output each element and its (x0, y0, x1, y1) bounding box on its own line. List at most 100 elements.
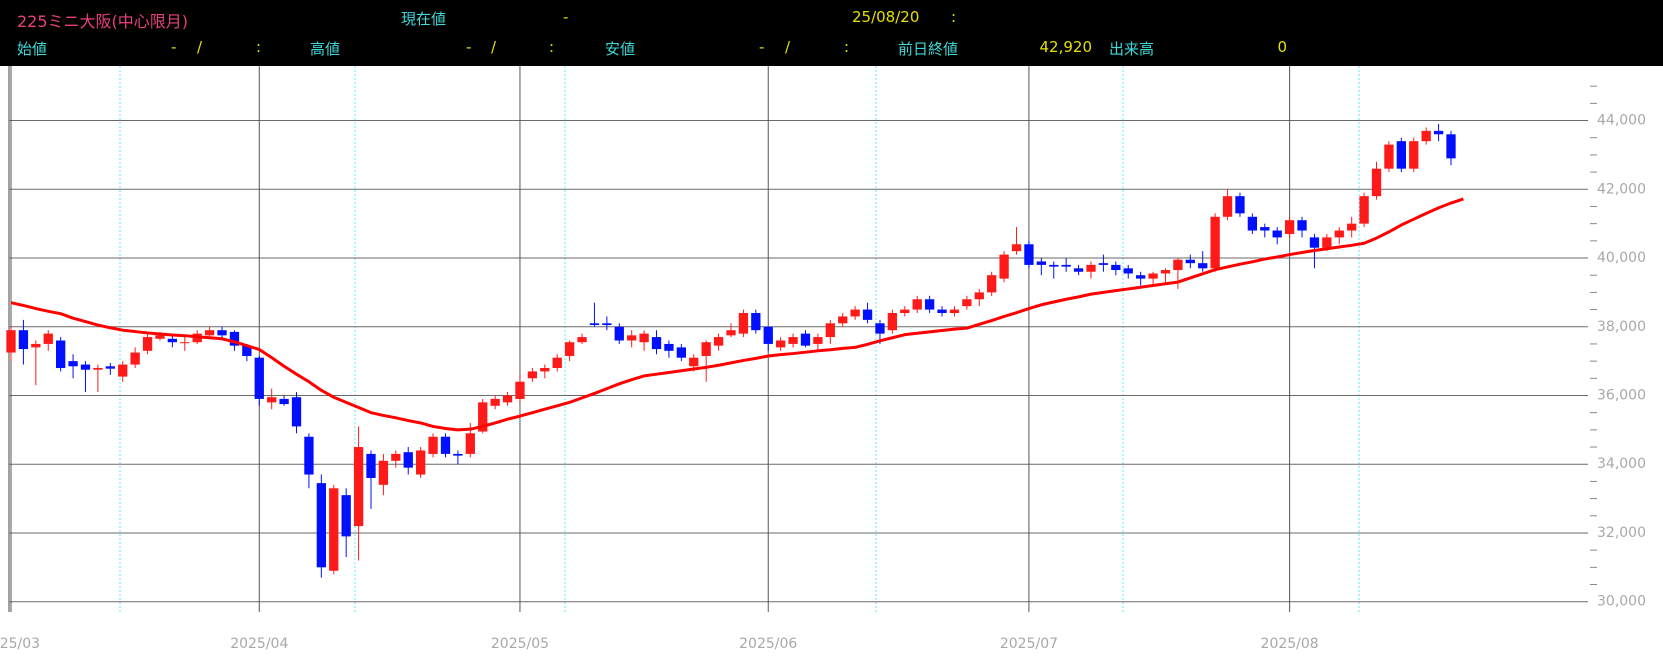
candle-body (1111, 264, 1121, 271)
moving-average (10, 197, 1464, 432)
candle-body (502, 395, 513, 403)
candle-body (800, 333, 811, 346)
candle-body (987, 275, 997, 293)
candle-body (875, 323, 885, 334)
candle-body (813, 337, 823, 344)
candle-body (577, 337, 587, 343)
candle-body (1334, 230, 1344, 238)
candle-body (353, 447, 364, 527)
candle-body (825, 323, 835, 338)
candle-body (713, 337, 724, 346)
quote-header: 225ミニ大阪(中心限月) 現在値 - 25/08/20 : 始値 - / : … (0, 0, 1663, 66)
candle-body (1073, 268, 1084, 272)
candle-body (776, 340, 786, 348)
candle-body (1284, 220, 1295, 234)
candle-body (738, 313, 749, 334)
candle-body (155, 335, 165, 339)
candle-body (1359, 196, 1369, 224)
candle-body (291, 397, 302, 427)
candle-body (1160, 270, 1171, 274)
candle-body (192, 333, 202, 343)
candle-body (838, 316, 848, 324)
candle-body (31, 343, 41, 348)
candle-body (254, 357, 264, 399)
candle-body (1297, 220, 1307, 231)
candle-body (204, 330, 215, 336)
candle-body (1446, 134, 1456, 159)
candle-body (428, 436, 438, 454)
candle-body (676, 347, 686, 358)
candle-body (1260, 227, 1270, 231)
candle-body (1272, 230, 1282, 238)
candle-body (478, 402, 488, 432)
candle-body (416, 450, 426, 475)
candle-body (627, 335, 637, 341)
candle-body (726, 330, 736, 336)
stat-value: - (466, 38, 472, 56)
candle-body (937, 309, 947, 314)
candle-body (763, 326, 773, 344)
candle-body (1371, 168, 1382, 197)
candle-body (1049, 264, 1059, 267)
candle-body (68, 361, 78, 367)
candle-body (651, 337, 662, 350)
candle-body (1235, 196, 1245, 214)
current-value: - (563, 8, 569, 26)
candle-body (751, 313, 761, 331)
candle-body (527, 371, 538, 379)
x-tick-label: 2025/04 (230, 636, 288, 652)
candle-body (130, 352, 140, 365)
current-label: 現在値 (401, 10, 447, 28)
candle-body (689, 357, 699, 367)
stat-time: : (549, 38, 555, 56)
stat-time: : (844, 38, 850, 56)
stat-date: / (785, 38, 791, 56)
candle-body (900, 309, 910, 314)
candle-body (912, 299, 922, 310)
candle-body (43, 333, 53, 344)
candle-body (329, 488, 339, 571)
candle-body (862, 309, 873, 320)
x-tick-label: 2025/07 (1000, 636, 1058, 652)
candle-body (614, 326, 624, 341)
candle-body (664, 343, 674, 351)
candle-body (1433, 130, 1444, 135)
candle-body (602, 323, 612, 326)
stat-time: : (256, 38, 262, 56)
candle-body (589, 323, 600, 326)
candle-body (6, 330, 16, 353)
stat-value: - (759, 38, 765, 56)
candle-body (962, 299, 972, 307)
candle-body (1222, 196, 1233, 217)
y-tick-label: 30,000 (1597, 594, 1646, 610)
current-time: : (951, 8, 957, 26)
candle-body (1148, 273, 1158, 279)
candle-body (180, 342, 190, 344)
candle-body (639, 333, 649, 343)
candle-body (1247, 216, 1258, 231)
candle-body (403, 452, 413, 468)
candle-body (540, 367, 550, 372)
y-tick-label: 38,000 (1597, 319, 1646, 335)
candle-body (279, 398, 289, 405)
current-date: 25/08/20 (852, 8, 920, 26)
x-tick-label: 2025/08 (1261, 636, 1319, 652)
candle-body (229, 331, 240, 346)
prev-close-label: 前日終値 (898, 40, 959, 58)
candle-body (93, 367, 103, 370)
candle-body (1036, 261, 1046, 265)
y-tick-label: 36,000 (1597, 387, 1646, 403)
candle-body (1136, 275, 1146, 279)
candle-body (80, 364, 91, 370)
prev-close-value: 42,920 (1039, 38, 1093, 56)
candle-body (18, 330, 29, 350)
candle-body (453, 453, 463, 456)
candle-body (490, 398, 500, 406)
candle-body (1086, 264, 1096, 272)
candle-body (1309, 237, 1320, 248)
candle-body (1210, 216, 1220, 269)
candle-body (924, 299, 935, 310)
volume-value: 0 (1277, 38, 1287, 56)
candle-body (1421, 130, 1431, 142)
candle-body (341, 495, 351, 537)
